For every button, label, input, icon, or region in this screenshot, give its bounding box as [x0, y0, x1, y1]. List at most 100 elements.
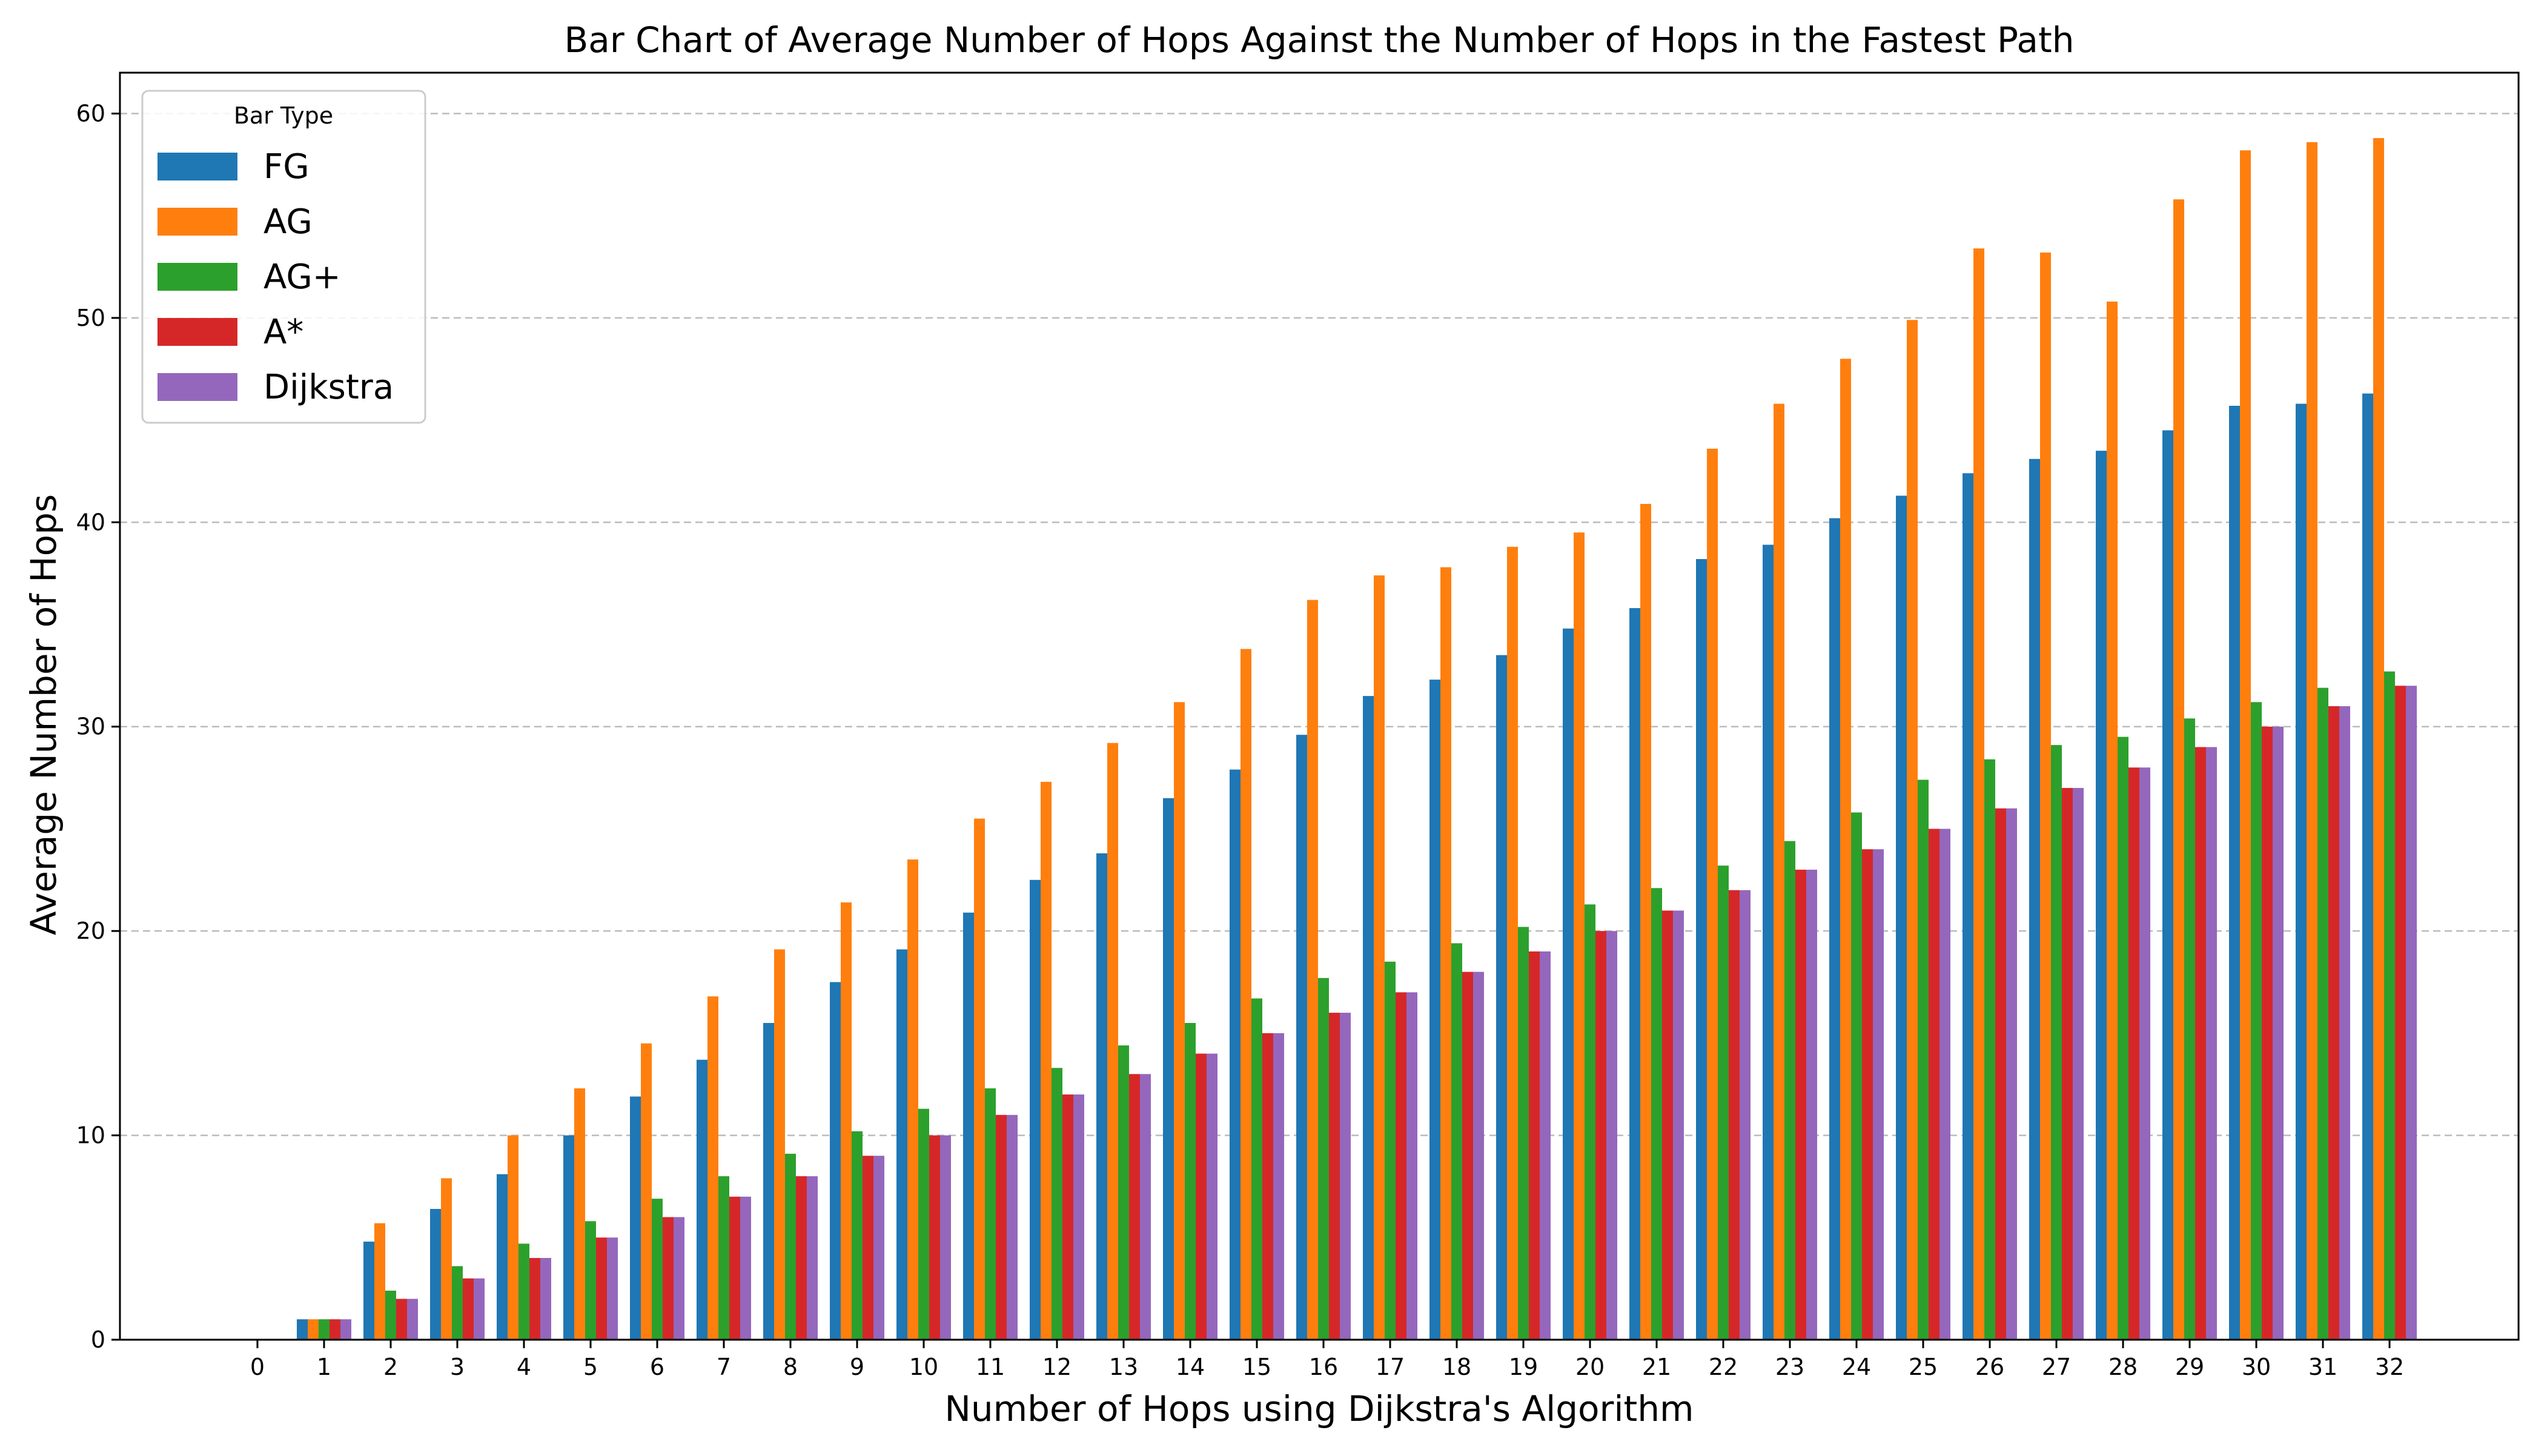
bar — [1606, 931, 1617, 1340]
bar — [729, 1196, 740, 1340]
legend-label: AG — [263, 202, 313, 242]
bar — [452, 1266, 463, 1340]
legend-swatch — [157, 263, 237, 291]
x-tick-label: 8 — [783, 1354, 798, 1380]
bars — [297, 137, 2417, 1340]
bar — [2173, 199, 2184, 1340]
bar — [2096, 451, 2107, 1340]
bar — [441, 1178, 452, 1340]
x-tick-label: 18 — [1442, 1354, 1471, 1380]
bar — [841, 902, 852, 1340]
bar — [1563, 628, 1574, 1340]
x-tick-label: 6 — [650, 1354, 664, 1380]
bar — [1718, 865, 1729, 1340]
bar — [2118, 736, 2128, 1340]
bar — [308, 1319, 319, 1340]
bar — [474, 1278, 485, 1340]
bar — [1540, 951, 1551, 1340]
bar — [1096, 853, 1107, 1340]
x-tick-label: 11 — [976, 1354, 1005, 1380]
bar — [1241, 649, 1251, 1340]
bar — [1507, 546, 1518, 1340]
x-tick-label: 21 — [1642, 1354, 1671, 1380]
bar — [1429, 680, 1440, 1340]
bar — [363, 1242, 374, 1340]
x-tick-label: 7 — [717, 1354, 731, 1380]
y-axis-label: Average Number of Hops — [23, 494, 64, 936]
bar — [1640, 503, 1651, 1340]
bar — [1595, 931, 1606, 1340]
bar — [297, 1319, 308, 1340]
bar — [2251, 702, 2262, 1340]
x-tick-label: 13 — [1109, 1354, 1138, 1380]
bar — [319, 1319, 330, 1340]
legend-label: AG+ — [263, 257, 341, 297]
x-tick-label: 29 — [2175, 1354, 2204, 1380]
bar — [1396, 992, 1406, 1340]
bar — [863, 1156, 873, 1340]
plot-frame — [119, 71, 2520, 1341]
bar — [529, 1258, 540, 1340]
bar — [707, 996, 718, 1340]
x-tick-label: 28 — [2108, 1354, 2138, 1380]
bar — [2006, 808, 2017, 1340]
x-tick-label: 31 — [2308, 1354, 2337, 1380]
bar — [929, 1135, 940, 1340]
bar — [785, 1153, 796, 1340]
bar — [2128, 767, 2139, 1340]
bar — [763, 1023, 774, 1340]
series-AG — [308, 137, 2384, 1340]
bar — [2029, 458, 2040, 1340]
bar — [430, 1209, 441, 1340]
bar — [1385, 961, 1396, 1340]
bar — [2373, 137, 2384, 1340]
bar — [1984, 759, 1995, 1340]
bar — [508, 1135, 518, 1340]
bar — [1230, 769, 1241, 1340]
bar — [563, 1135, 574, 1340]
bar — [740, 1196, 751, 1340]
bar — [1118, 1045, 1129, 1340]
x-tick-label: 0 — [250, 1354, 265, 1380]
bar — [2139, 767, 2150, 1340]
bar — [663, 1217, 674, 1340]
bar — [1851, 812, 1862, 1340]
bar — [1873, 849, 1884, 1340]
y-tick-label: 0 — [91, 1326, 105, 1353]
legend-swatch — [157, 208, 237, 236]
bar — [2395, 686, 2406, 1340]
bar — [1307, 600, 1318, 1340]
y-tick-label: 30 — [76, 713, 105, 740]
bar — [330, 1319, 340, 1340]
x-tick-label: 32 — [2375, 1354, 2404, 1380]
bar — [2073, 787, 2084, 1340]
bar — [2107, 301, 2118, 1340]
bar — [652, 1199, 663, 1340]
bar — [940, 1135, 951, 1340]
bar — [1729, 890, 1740, 1340]
bar — [2339, 706, 2350, 1340]
bar — [1907, 320, 1918, 1340]
x-tick-label: 19 — [1509, 1354, 1538, 1380]
bar — [1462, 971, 1473, 1340]
bar — [1340, 1013, 1351, 1340]
bar — [1896, 495, 1907, 1340]
y-tick-label: 40 — [76, 509, 105, 535]
bar — [1740, 890, 1751, 1340]
bar — [2062, 787, 2073, 1340]
bar — [674, 1217, 684, 1340]
bar — [1473, 971, 1484, 1340]
bar — [1963, 473, 1973, 1340]
bar — [1451, 943, 1462, 1340]
bar — [2206, 747, 2217, 1340]
bar — [1363, 696, 1374, 1340]
bar — [1518, 927, 1529, 1340]
series-AG+ — [319, 671, 2395, 1340]
x-tick-label: 5 — [583, 1354, 598, 1380]
bar — [1784, 841, 1795, 1340]
legend-label: Dijkstra — [263, 368, 394, 407]
x-tick-label: 9 — [850, 1354, 864, 1380]
bar — [1939, 829, 1950, 1340]
